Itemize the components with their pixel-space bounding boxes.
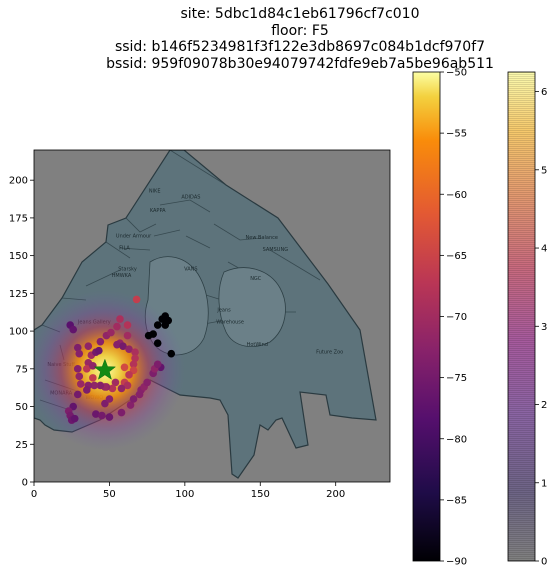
colorbar-tick-label: 6 [541,87,547,98]
colorbar-tick-label: 5 [541,165,547,176]
scatter-point [73,365,82,373]
scatter-point [73,390,82,399]
y-axis: 0 25 50 75 100 125 150 175 200 [9,176,34,489]
scatter-point [89,362,97,370]
y-tick-label: 150 [9,251,28,262]
scatter-point [132,295,141,304]
scatter-point [96,381,105,390]
title-floor: floor: F5 [271,22,329,39]
scatter-point [76,380,85,388]
scatter-point [92,410,100,418]
scatter-point [117,408,126,417]
x-axis: 0 50 100 150 200 [31,482,345,500]
title-ssid: ssid: b146f5234981f3f122e3db8697c084b1dc… [114,39,486,55]
colorbar-tick-label: −65 [446,251,467,262]
colorbar-tick-label: −70 [446,312,467,323]
scatter-point [125,345,133,354]
y-tick-label: 200 [9,176,28,187]
scatter-point [123,331,132,340]
scatter-point [123,321,132,329]
scatter-point [167,349,176,358]
scatter-point [131,348,139,357]
scatter-point [75,372,84,381]
scatter-point [143,378,151,387]
scatter-point [105,413,114,421]
scatter-point [131,354,139,363]
y-tick-label: 125 [9,289,28,300]
colorbar-tick-label: 4 [541,244,547,255]
scatter-point [119,342,127,350]
scatter-points [64,295,176,424]
scatter-point [113,340,121,349]
plot-frame [33,149,391,483]
colorbar-tick-label: −90 [446,557,467,568]
y-tick-label: 75 [15,364,28,375]
scatter-point [120,363,129,372]
scatter-point [153,339,162,347]
estimated-position-star-icon [93,358,117,380]
title-site: site: 5dbc1d84c1eb61796cf7c010 [180,6,420,22]
scatter-point [108,384,117,393]
colorbar-tick-label: 0 [541,557,547,568]
colorbar-tick-label: −50 [446,68,467,79]
colorbar-tick-label: −60 [446,190,467,201]
scatter-point [123,381,132,390]
colorbar-tick-label: −85 [446,495,467,506]
scatter-point [129,395,138,403]
scatter-point [129,360,138,369]
x-tick-label: 200 [326,489,345,500]
y-tick-label: 0 [22,478,28,489]
scatter-point [69,325,78,334]
title-bssid: bssid: 959f09078b30e94079742fdfe9eb7a5be… [106,55,494,72]
colorbar-density-lines [507,71,536,562]
colorbar-tick-label: 2 [541,400,547,411]
colorbar-tick-label: −55 [446,129,467,140]
colorbar-rssi [412,71,441,562]
x-tick-label: 50 [103,489,116,500]
scatter-point [95,346,103,355]
scatter-point [153,321,162,329]
scatter-point [111,378,120,387]
scatter-point [73,343,82,352]
scatter-point [161,312,170,320]
scatter-point [75,349,84,358]
y-tick-label: 100 [9,327,28,338]
y-tick-label: 175 [9,213,28,224]
scatter-point [84,342,93,350]
scatter-point [90,381,99,390]
scatter-point [70,414,79,423]
scatter-point [82,365,91,373]
heatmap [34,150,390,482]
scatter-point [125,371,133,379]
y-tick-label: 25 [15,440,28,451]
colorbar-tick-label: −80 [446,434,467,445]
scatter-point [153,360,162,369]
scatter-point [89,374,97,382]
colorbar-rssi-ticks: −90 −85 −80 −75 −70 −65 −60 −55 −50 [440,68,467,568]
scatter-point [149,330,157,338]
scatter-point [107,328,115,337]
y-tick-label: 50 [15,402,28,413]
scatter-point [96,337,105,346]
scatter-point [126,401,135,409]
scatter-point [98,411,106,420]
colorbar-tick-label: 1 [541,478,547,489]
scatter-point [113,322,121,331]
colorbar-tick-label: −75 [446,373,467,384]
scatter-point [82,386,91,394]
chart-title: site: 5dbc1d84c1eb61796cf7c010 floor: F5… [60,6,540,72]
x-tick-label: 0 [31,489,37,500]
colorbar-density-ticks: 0 1 2 3 4 5 6 [535,87,547,568]
scatter-point [105,395,114,403]
scatter-point [116,315,124,323]
colorbar-tick-label: 3 [541,322,547,333]
scatter-point [117,384,126,393]
x-tick-label: 100 [175,489,194,500]
x-tick-label: 150 [251,489,270,500]
